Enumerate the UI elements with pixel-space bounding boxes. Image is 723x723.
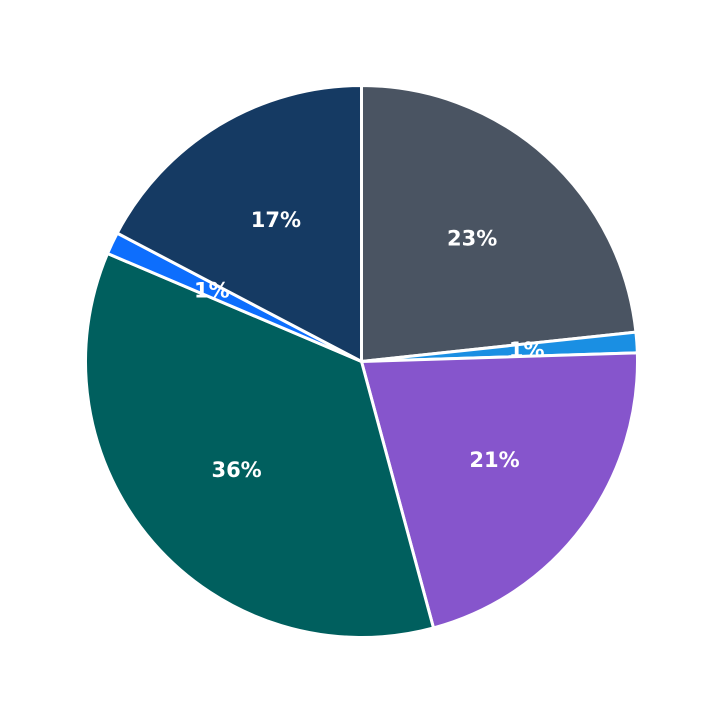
pie-labels: 23% 1% 21% 36% 1% 17% bbox=[194, 208, 544, 482]
pie-slice bbox=[360, 351, 639, 630]
pie-slice bbox=[360, 84, 638, 363]
slice-label: 1% bbox=[509, 338, 545, 362]
pie-slice bbox=[115, 84, 363, 363]
pie-slice bbox=[84, 251, 435, 639]
slice-label: 21% bbox=[469, 448, 519, 472]
slice-label: 17% bbox=[251, 208, 301, 232]
slice-label: 23% bbox=[447, 226, 497, 250]
slice-label: 36% bbox=[211, 458, 261, 482]
slice-label: 1% bbox=[194, 279, 230, 303]
pie-slices bbox=[84, 84, 639, 639]
